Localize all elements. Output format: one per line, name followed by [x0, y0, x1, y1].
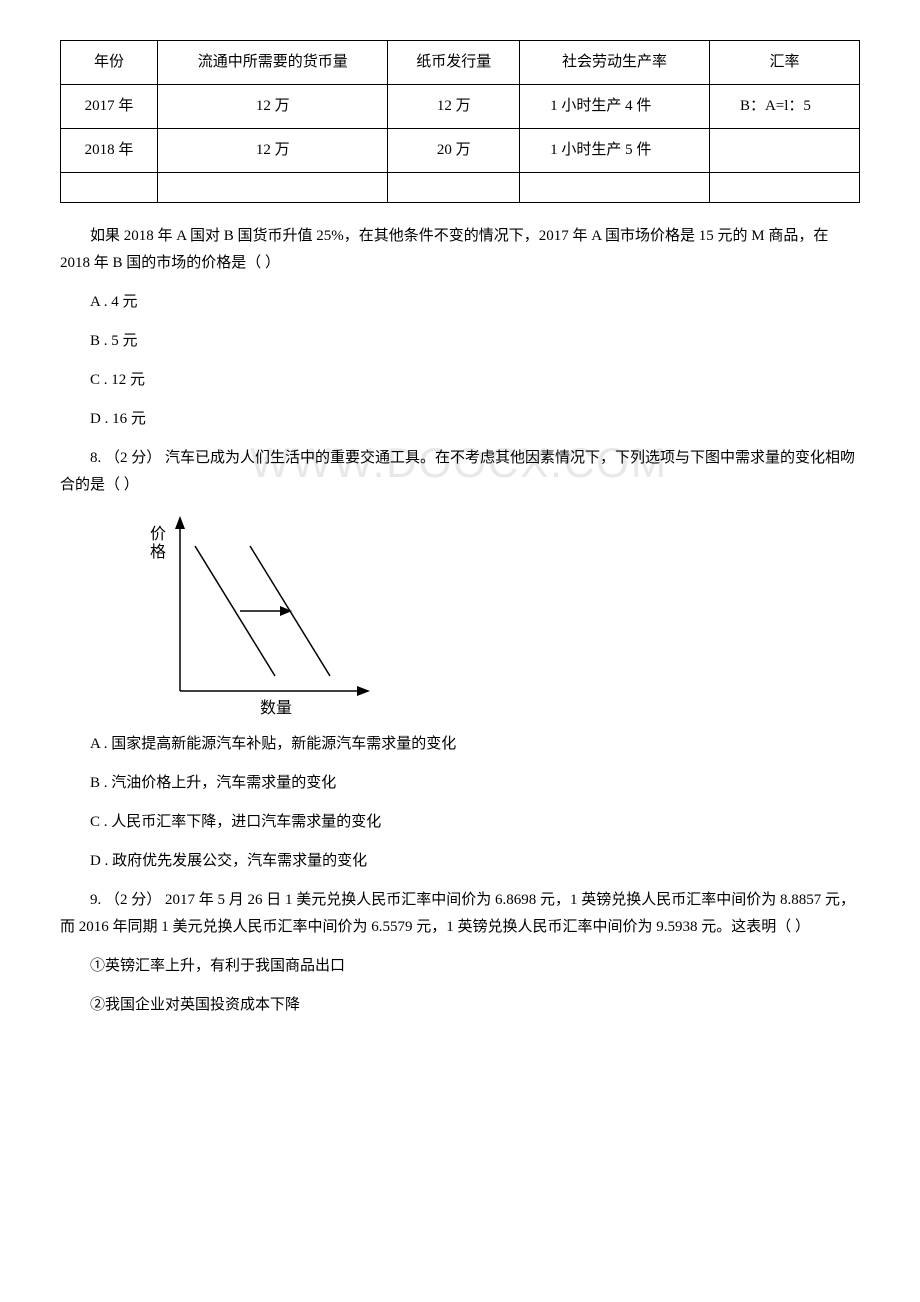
table-cell: 12 万 [158, 129, 388, 173]
chart-svg: 价格 数量 [140, 511, 380, 721]
q8-stem: 8. （2 分） 汽车已成为人们生活中的重要交通工具。在不考虑其他因素情况下，下… [60, 445, 860, 499]
y-axis-label: 价格 [150, 526, 166, 561]
q7-option-d: D . 16 元 [60, 406, 860, 433]
table-header: 汇率 [709, 41, 859, 85]
table-cell [158, 173, 388, 203]
table-cell: 20 万 [388, 129, 520, 173]
table-cell: 1 小时生产 5 件 [520, 129, 710, 173]
q9-stem: 9. （2 分） 2017 年 5 月 26 日 1 美元兑换人民币汇率中间价为… [60, 887, 860, 941]
data-table: 年份 流通中所需要的货币量 纸币发行量 社会劳动生产率 汇率 2017 年 12… [60, 40, 860, 203]
table-header: 纸币发行量 [388, 41, 520, 85]
demand-curve-chart: 价格 数量 [140, 511, 860, 721]
q7-option-b: B . 5 元 [60, 328, 860, 355]
table-cell: 2018 年 [61, 129, 158, 173]
q9-item-2: ②我国企业对英国投资成本下降 [60, 992, 860, 1019]
table-header: 社会劳动生产率 [520, 41, 710, 85]
q7-option-a: A . 4 元 [60, 289, 860, 316]
table-cell: 2017 年 [61, 85, 158, 129]
table-cell: 12 万 [158, 85, 388, 129]
table-cell [709, 129, 859, 173]
q7-option-c: C . 12 元 [60, 367, 860, 394]
q8-option-d: D . 政府优先发展公交，汽车需求量的变化 [60, 848, 860, 875]
table-header: 流通中所需要的货币量 [158, 41, 388, 85]
y-axis-arrow-icon [175, 516, 185, 529]
q9-item-1: ①英镑汇率上升，有利于我国商品出口 [60, 953, 860, 980]
q8-option-c: C . 人民币汇率下降，进口汽车需求量的变化 [60, 809, 860, 836]
table-cell [61, 173, 158, 203]
shift-arrow-icon [280, 606, 292, 616]
table-cell [388, 173, 520, 203]
q7-context: 如果 2018 年 A 国对 B 国货币升值 25%，在其他条件不变的情况下，2… [60, 223, 860, 277]
table-cell [709, 173, 859, 203]
table-cell: B：A=l：5 [709, 85, 859, 129]
q8-option-a: A . 国家提高新能源汽车补贴，新能源汽车需求量的变化 [60, 731, 860, 758]
x-axis-arrow-icon [357, 686, 370, 696]
table-cell: 1 小时生产 4 件 [520, 85, 710, 129]
x-axis-label: 数量 [260, 699, 292, 717]
table-cell: 12 万 [388, 85, 520, 129]
table-cell [520, 173, 710, 203]
table-header: 年份 [61, 41, 158, 85]
q8-option-b: B . 汽油价格上升，汽车需求量的变化 [60, 770, 860, 797]
